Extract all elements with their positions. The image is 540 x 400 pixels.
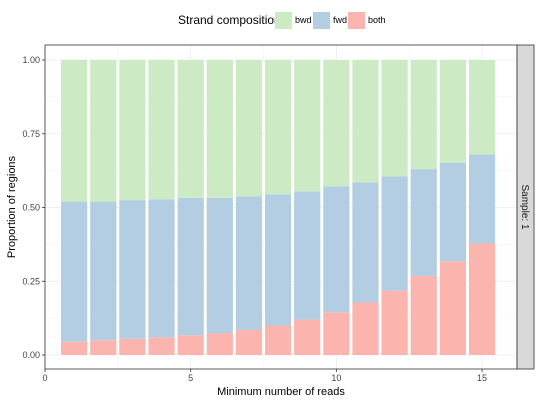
bar-segment-both bbox=[206, 333, 233, 355]
bar-segment-fwd bbox=[235, 196, 263, 330]
legend-swatch-both bbox=[348, 12, 365, 29]
bar-segment-bwd bbox=[264, 60, 292, 195]
bar-segment-both bbox=[119, 338, 146, 355]
bar-segment-bwd bbox=[352, 60, 379, 183]
bar-segment-both bbox=[90, 340, 117, 355]
bar-segment-both bbox=[323, 312, 350, 355]
bar-segment-both bbox=[468, 243, 496, 355]
bar-segment-fwd bbox=[439, 162, 467, 262]
bar-segment-fwd bbox=[294, 191, 321, 320]
bar-segment-both bbox=[148, 337, 175, 355]
bar-segment-fwd bbox=[410, 169, 437, 276]
bars bbox=[61, 60, 496, 355]
bar-segment-both bbox=[177, 335, 204, 355]
bar-segment-bwd bbox=[206, 60, 233, 198]
bar-segment-both bbox=[61, 341, 88, 355]
y-tick-label: 0.25 bbox=[22, 276, 40, 286]
legend-label-bwd: bwd bbox=[295, 15, 312, 25]
bar-segment-bwd bbox=[439, 60, 467, 163]
bar-segment-bwd bbox=[235, 60, 263, 197]
bar-segment-bwd bbox=[381, 60, 408, 177]
x-axis-title: Minimum number of reads bbox=[217, 386, 345, 398]
bar-segment-bwd bbox=[410, 60, 437, 170]
y-axis-title: Proportion of regions bbox=[6, 155, 18, 258]
bar-segment-fwd bbox=[352, 182, 379, 303]
x-tick-label: 0 bbox=[42, 373, 47, 383]
x-tick-label: 5 bbox=[188, 373, 193, 383]
bar-segment-fwd bbox=[177, 197, 204, 336]
bar-segment-both bbox=[439, 261, 467, 355]
legend-label-fwd: fwd bbox=[333, 15, 347, 25]
facet-strip: Sample: 1 bbox=[516, 44, 535, 370]
bar-segment-both bbox=[294, 319, 321, 355]
legend: Strand composition bwd fwd both bbox=[178, 12, 386, 29]
bar-segment-fwd bbox=[148, 199, 175, 338]
x-tick-label: 10 bbox=[331, 373, 341, 383]
bar-segment-both bbox=[264, 325, 292, 355]
legend-title: Strand composition bbox=[178, 13, 281, 27]
bar-segment-bwd bbox=[119, 60, 146, 201]
bar-segment-both bbox=[352, 302, 379, 355]
bar-segment-bwd bbox=[61, 60, 88, 202]
bar-segment-bwd bbox=[177, 60, 204, 198]
bar-segment-fwd bbox=[468, 154, 496, 244]
bar-segment-both bbox=[235, 329, 263, 355]
bar-segment-both bbox=[410, 275, 437, 355]
legend-swatch-fwd bbox=[313, 12, 330, 29]
bar-segment-fwd bbox=[264, 194, 292, 326]
y-tick-label: 0.50 bbox=[22, 203, 40, 213]
bar-segment-bwd bbox=[294, 60, 321, 192]
bar-segment-fwd bbox=[119, 200, 146, 339]
bar-segment-fwd bbox=[206, 197, 233, 334]
bar-segment-bwd bbox=[148, 60, 175, 200]
bar-segment-bwd bbox=[468, 60, 496, 155]
x-tick-label: 15 bbox=[477, 373, 487, 383]
bar-segment-bwd bbox=[90, 60, 117, 202]
x-axis: 0 5 10 15 bbox=[42, 369, 487, 383]
facet-label: Sample: 1 bbox=[519, 184, 530, 229]
legend-swatch-bwd bbox=[275, 12, 292, 29]
bar-segment-fwd bbox=[381, 176, 408, 291]
bar-segment-both bbox=[381, 290, 408, 355]
bar-segment-fwd bbox=[90, 201, 117, 341]
y-tick-label: 0.00 bbox=[22, 350, 40, 360]
bar-segment-fwd bbox=[61, 201, 88, 342]
y-tick-label: 0.75 bbox=[22, 129, 40, 139]
y-tick-label: 1.00 bbox=[22, 55, 40, 65]
y-axis: 0.00 0.25 0.50 0.75 1.00 bbox=[22, 55, 45, 360]
legend-label-both: both bbox=[368, 15, 386, 25]
bar-segment-fwd bbox=[323, 186, 350, 313]
facet-strip-box bbox=[516, 44, 535, 370]
bar-segment-bwd bbox=[323, 60, 350, 187]
